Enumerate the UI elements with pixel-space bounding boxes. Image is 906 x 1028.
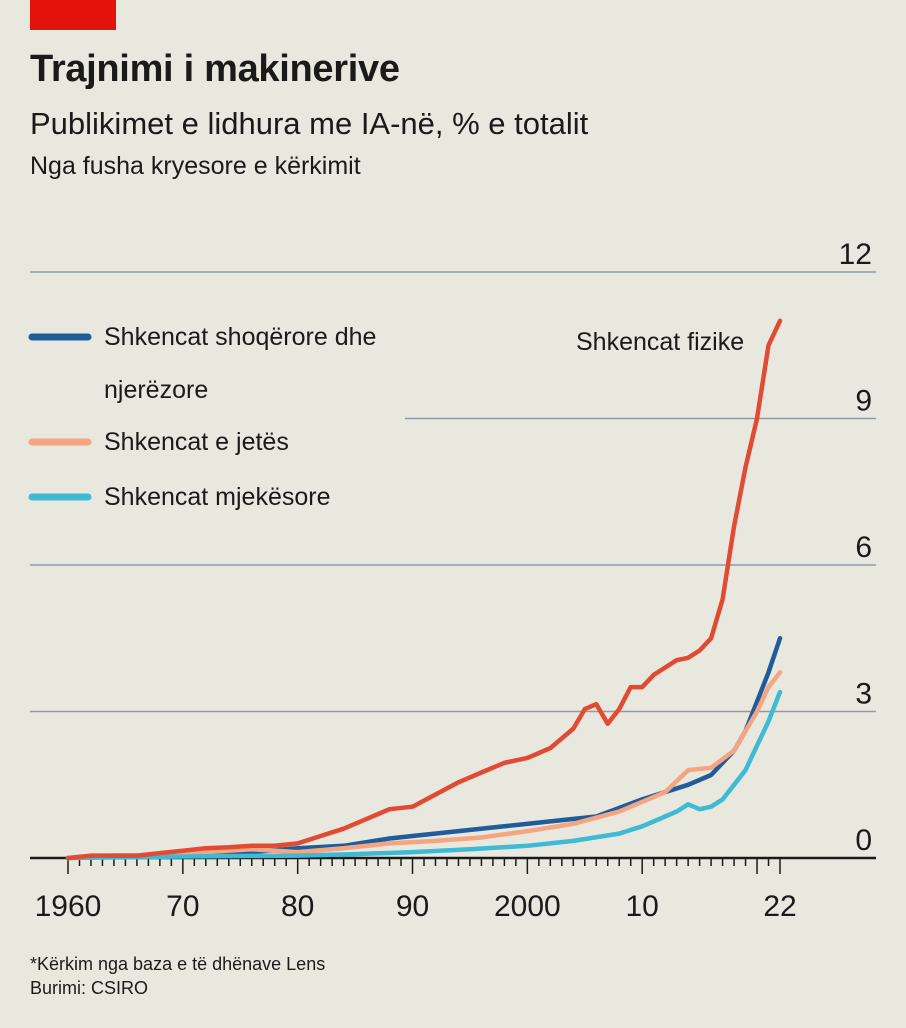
y-tick-label-3: 3 [855, 678, 872, 711]
x-axis: 1960 70 80 90 2000 10 22 [30, 856, 876, 923]
series-line-1 [65, 318, 783, 861]
x-tick-label-80: 80 [281, 890, 314, 923]
x-tick-label-22: 22 [763, 890, 796, 923]
series-line-4 [65, 689, 783, 861]
gridlines [30, 271, 876, 713]
brand-red-tab [30, 0, 116, 30]
y-tick-label-6: 6 [855, 531, 872, 564]
legend-label-1: Shkencat shoqërore dhe [104, 323, 376, 351]
footnote: *Kërkim nga baza e të dhënave Lens Burim… [30, 952, 325, 1000]
x-tick-label-70: 70 [166, 890, 199, 923]
x-tick-label-2000: 2000 [494, 890, 561, 923]
footnote-source: Burimi: CSIRO [30, 978, 149, 998]
footnote-note: *Kërkim nga baza e të dhënave Lens [30, 954, 326, 974]
y-tick-label-12: 12 [839, 238, 872, 271]
chart-subsubtitle: Nga fusha kryesore e kërkimit [30, 152, 361, 180]
chart-title: Trajnimi i makinerive [30, 48, 400, 90]
y-tick-label-0: 0 [855, 824, 872, 857]
x-tick-label-1960: 1960 [35, 890, 102, 923]
series-line-2 [65, 636, 783, 861]
line-chart: 0 3 6 9 12 1960 70 80 90 2000 10 22 Shkencat shoqë… [28, 238, 876, 923]
legend-label-3: Shkencat mjekësore [104, 483, 331, 511]
y-tick-label-9: 9 [855, 385, 872, 418]
x-tick-label-10: 10 [626, 890, 659, 923]
legend: Shkencat shoqërore dhe njerëzore Shkencat … [28, 323, 376, 511]
y-axis-labels: 0 3 6 9 12 [839, 238, 872, 857]
legend-label-2: Shkencat e jetës [104, 428, 289, 456]
legend-label-1: njerëzore [104, 376, 208, 404]
series-lines [65, 318, 783, 861]
x-tick-label-90: 90 [396, 890, 429, 923]
annotation-physical-sciences: Shkencat fizike [576, 328, 744, 356]
series-line-3 [65, 670, 783, 861]
chart-subtitle: Publikimet e lidhura me IA-në, % e total… [30, 106, 589, 141]
